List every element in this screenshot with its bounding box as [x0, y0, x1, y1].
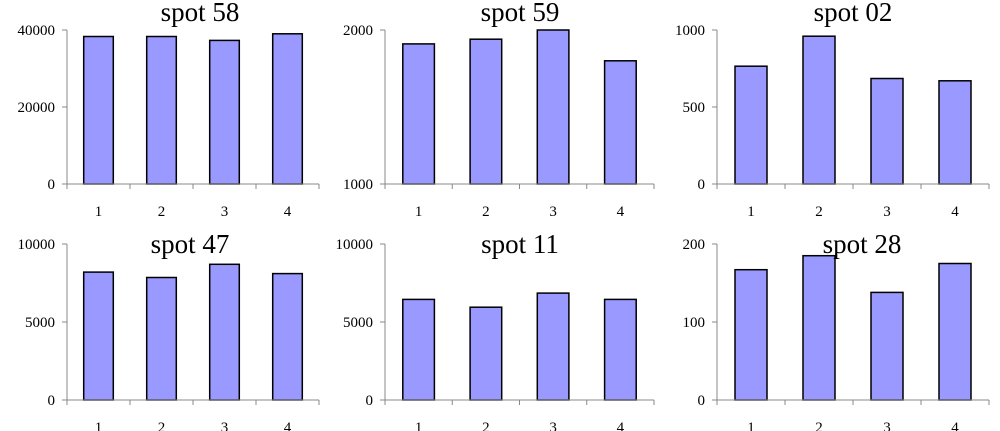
bar — [536, 292, 570, 401]
x-tick-label: 1 — [415, 204, 423, 220]
chart-panel: 0 100 200 1 2 3 4 spot 28 — [683, 229, 990, 431]
bar — [271, 272, 304, 401]
x-tick-label: 3 — [549, 420, 557, 431]
bar — [402, 298, 436, 401]
bar — [802, 35, 836, 185]
x-tick-label: 2 — [815, 204, 823, 220]
y-tick-label: 200 — [683, 237, 706, 253]
chart-title: spot 28 — [823, 229, 902, 259]
y-tick-label: 40000 — [18, 23, 56, 39]
bar — [469, 306, 503, 401]
chart-panel: 0 500 1000 1 2 3 4 spot 02 — [675, 0, 990, 220]
x-tick-label: 4 — [617, 204, 625, 220]
bar — [469, 38, 503, 185]
chart-panel: 1000 2000 1 2 3 4 spot 59 — [343, 0, 655, 220]
y-tick-label: 1000 — [343, 177, 373, 193]
chart-title: spot 59 — [481, 0, 560, 27]
bar — [938, 80, 972, 185]
bar — [82, 35, 115, 185]
x-tick-label: 1 — [95, 204, 103, 220]
x-tick-label: 3 — [221, 204, 229, 220]
chart-panel: 0 5000 10000 1 2 3 4 spot 47 — [18, 229, 320, 431]
y-tick-label: 10000 — [18, 237, 56, 253]
y-tick-label: 500 — [683, 100, 706, 116]
bar — [734, 268, 768, 401]
x-tick-label: 1 — [747, 204, 755, 220]
bar — [603, 298, 637, 401]
bar — [271, 33, 304, 185]
bar — [145, 35, 178, 185]
y-tick-label: 10000 — [336, 237, 374, 253]
bar — [870, 291, 904, 401]
y-tick-label: 20000 — [18, 100, 56, 116]
y-tick-label: 0 — [48, 393, 56, 409]
y-tick-label: 100 — [683, 315, 706, 331]
y-tick-label: 5000 — [343, 315, 373, 331]
y-tick-label: 5000 — [25, 315, 55, 331]
x-tick-label: 4 — [284, 204, 292, 220]
x-tick-label: 1 — [95, 420, 103, 431]
bar — [208, 263, 241, 401]
x-tick-label: 4 — [951, 204, 959, 220]
x-tick-label: 2 — [482, 420, 490, 431]
y-tick-label: 0 — [366, 393, 374, 409]
x-tick-label: 2 — [482, 204, 490, 220]
chart-title: spot 58 — [161, 0, 240, 27]
chart-title: spot 02 — [814, 0, 893, 27]
x-tick-label: 4 — [617, 420, 625, 431]
bar — [734, 65, 768, 185]
chart-panel: 0 20000 40000 1 2 3 4 spot 58 — [18, 0, 320, 220]
chart-panel: 0 5000 10000 1 2 3 4 spot 11 — [336, 229, 655, 431]
bar — [870, 77, 904, 185]
bar — [938, 262, 972, 401]
bar — [82, 271, 115, 401]
x-tick-label: 3 — [883, 204, 891, 220]
y-tick-label: 0 — [698, 177, 706, 193]
x-tick-label: 2 — [158, 420, 166, 431]
x-tick-label: 2 — [815, 420, 823, 431]
x-tick-label: 4 — [951, 420, 959, 431]
bar — [603, 60, 637, 185]
bar — [208, 39, 241, 185]
y-tick-label: 2000 — [343, 23, 373, 39]
bar — [802, 254, 836, 401]
x-tick-label: 3 — [221, 420, 229, 431]
x-tick-label: 4 — [284, 420, 292, 431]
y-tick-label: 0 — [48, 177, 56, 193]
chart-title: spot 11 — [481, 229, 559, 259]
x-tick-label: 2 — [158, 204, 166, 220]
y-tick-label: 1000 — [675, 23, 705, 39]
bar — [536, 29, 570, 185]
y-tick-label: 0 — [698, 393, 706, 409]
x-tick-label: 1 — [415, 420, 423, 431]
x-tick-label: 1 — [747, 420, 755, 431]
chart-title: spot 47 — [151, 229, 230, 259]
bar — [402, 43, 436, 185]
bar — [145, 276, 178, 401]
x-tick-label: 3 — [549, 204, 557, 220]
x-tick-label: 3 — [883, 420, 891, 431]
